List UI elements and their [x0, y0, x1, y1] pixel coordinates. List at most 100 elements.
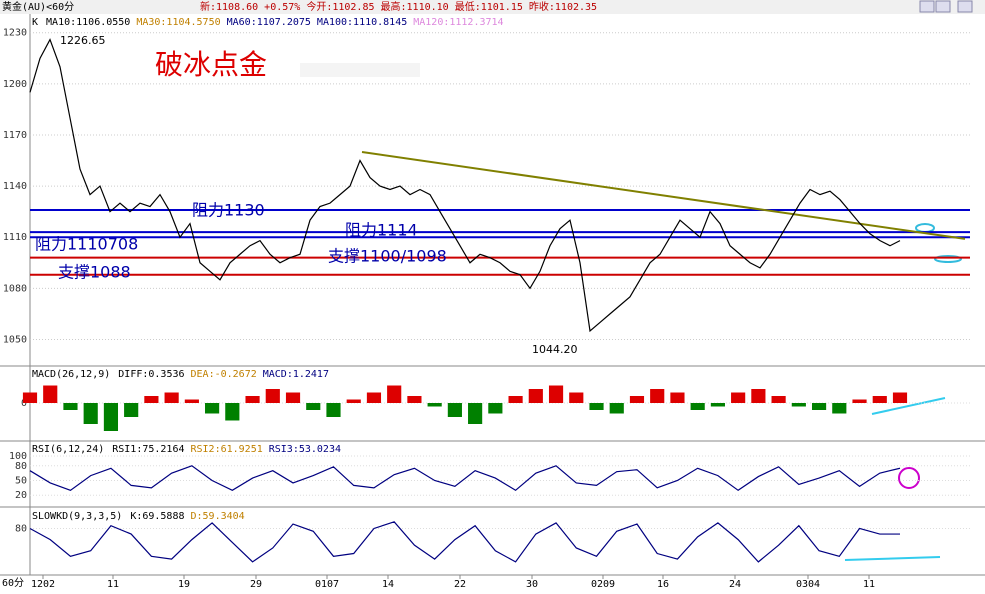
macd-bar [427, 403, 442, 407]
indicator-value: MA100:1110.8145 [317, 17, 407, 28]
annotation: 阻力1130 [192, 201, 265, 220]
macd-bar [245, 396, 260, 403]
macd-bar [811, 403, 827, 410]
x-tick-label: 0107 [315, 579, 339, 590]
indicator-value: MA30:1104.5750 [136, 17, 220, 28]
title-bar [0, 0, 985, 14]
macd-bar [609, 403, 624, 414]
macd-bar [791, 403, 806, 407]
x-tick-label: 19 [178, 579, 190, 590]
highlight [844, 556, 941, 561]
x-tick-label: 1202 [31, 579, 55, 590]
annotation: 1226.65 [60, 34, 106, 47]
macd-bar [387, 385, 402, 403]
y-tick-label: 100 [9, 451, 27, 462]
macd-bar [892, 392, 908, 403]
macd-bar [83, 403, 98, 424]
y-tick-label: 1140 [3, 181, 27, 192]
y-tick-label: 1110 [3, 232, 27, 243]
indicator-value: MA60:1107.2075 [227, 17, 311, 28]
period-label: 60分 [2, 577, 24, 589]
x-tick-label: 11 [863, 579, 875, 590]
indicator-value: K:69.5888 [130, 511, 184, 522]
x-tick-label: 0209 [591, 579, 615, 590]
macd-bar [63, 403, 78, 410]
annotation: 破冰点金 [155, 48, 267, 81]
macd-bar [103, 403, 119, 431]
y-tick-label: 20 [15, 490, 27, 501]
nav-right[interactable] [935, 0, 951, 13]
macd-bar [528, 389, 543, 403]
x-tick-label: 29 [250, 579, 262, 590]
macd-bar [265, 389, 280, 403]
x-tick-label: 30 [526, 579, 538, 590]
macd-bar [468, 403, 483, 424]
quote: 新:1108.60 +0.57% 今开:1102.85 最高:1110.10 最… [200, 0, 597, 13]
macd-bar [771, 396, 786, 403]
x-tick-label: 24 [729, 579, 741, 590]
macd-bar [22, 392, 38, 403]
indicator-value: MA10:1106.0550 [46, 17, 130, 28]
macd-bar [710, 403, 725, 407]
macd-bar [488, 403, 503, 414]
indicator-value: MA120:1112.3714 [413, 17, 503, 28]
y-tick-label: 50 [15, 476, 27, 487]
macd-bar [872, 396, 887, 403]
y-tick-label: 0 [21, 398, 27, 409]
y-tick-label: 1170 [3, 130, 27, 141]
macd-bar [225, 403, 240, 421]
blank-box [300, 63, 420, 77]
highlight [934, 255, 962, 263]
macd-bar [346, 399, 361, 403]
highlight [871, 397, 946, 415]
annotation: 支撑1100/1098 [328, 247, 447, 266]
symbol: 黄金(AU)<60分 [2, 0, 74, 13]
y-tick-label: 1080 [3, 283, 27, 294]
y-tick-label: 80 [15, 523, 27, 534]
macd-bar [366, 392, 382, 403]
annotation: 1044.20 [532, 343, 578, 356]
trend-line [361, 151, 966, 240]
y-tick-label: 1050 [3, 334, 27, 345]
panel-title: MACD(26,12,9) [32, 369, 110, 380]
macd-bar [306, 403, 321, 410]
macd-bar [184, 399, 199, 403]
macd-bar [407, 396, 422, 403]
x-tick-label: 0304 [796, 579, 820, 590]
macd-bar [144, 396, 159, 403]
annotation: 阻力1110708 [35, 235, 138, 254]
macd-bar [731, 392, 746, 403]
x-tick-label: 16 [657, 579, 669, 590]
macd-bar [548, 385, 564, 403]
annotation: 支撑1088 [58, 263, 131, 282]
x-tick-label: 22 [454, 579, 466, 590]
y-tick-label: 1200 [3, 79, 27, 90]
indicator-value: RSI2:61.9251 [191, 444, 263, 455]
macd-bar [589, 403, 604, 410]
macd-bar [326, 403, 341, 417]
macd-bar [852, 399, 867, 403]
indicator-value: D:59.3404 [191, 511, 245, 522]
macd-bar [447, 403, 462, 417]
x-tick-label: 14 [382, 579, 394, 590]
nav-left[interactable] [919, 0, 935, 13]
panel-title: SLOWKD(9,3,3,5) [32, 511, 122, 522]
indicator-value: MACD:1.2417 [263, 369, 329, 380]
indicator-value: RSI3:53.0234 [269, 444, 341, 455]
macd-bar [508, 396, 523, 403]
macd-bar [670, 392, 685, 403]
macd-bar [124, 403, 139, 417]
macd-bar [285, 392, 301, 403]
highlight [898, 467, 920, 489]
x-tick-label: 11 [107, 579, 119, 590]
macd-bar [690, 403, 705, 410]
y-tick-label: 80 [15, 461, 27, 472]
nav-up[interactable] [957, 0, 973, 13]
indicator-value: RSI1:75.2164 [112, 444, 184, 455]
series-line [29, 521, 900, 563]
panel-title: RSI(6,12,24) [32, 444, 104, 455]
indicator-value: DEA:-0.2672 [191, 369, 257, 380]
indicator-value: DIFF:0.3536 [118, 369, 184, 380]
macd-bar [650, 389, 665, 403]
